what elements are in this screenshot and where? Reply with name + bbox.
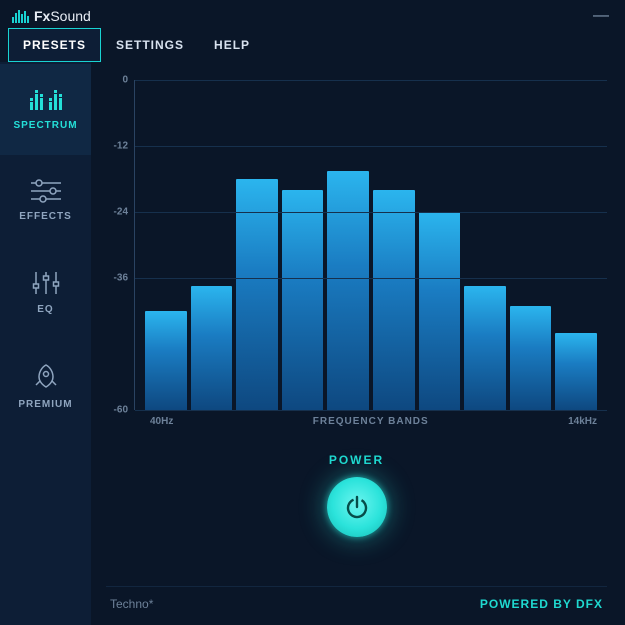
rocket-icon: [32, 363, 60, 391]
y-tick: -12: [114, 141, 128, 152]
power-section: POWER: [106, 453, 607, 537]
minimize-button[interactable]: —: [593, 7, 613, 25]
footer: Techno* POWERED BY DFX: [106, 586, 607, 617]
x-axis: 40Hz FREQUENCY BANDS 14kHz: [106, 410, 607, 427]
powered-by: POWERED BY DFX: [480, 597, 603, 611]
y-tick: -60: [114, 405, 128, 416]
sidebar-label: PREMIUM: [18, 399, 72, 410]
sidebar-label: SPECTRUM: [13, 120, 77, 131]
sidebar-item-spectrum[interactable]: SPECTRUM: [0, 64, 91, 155]
spectrum-bar: [327, 171, 369, 410]
gridline: [135, 212, 607, 213]
app-window: FxSound — PRESETS SETTINGS HELP: [0, 0, 625, 625]
power-button[interactable]: [327, 477, 387, 537]
x-axis-right: 14kHz: [568, 416, 597, 427]
current-preset[interactable]: Techno*: [110, 597, 153, 611]
main-panel: 0 -12 -24 -36 -60 40Hz FREQUENCY BANDS 14kHz…: [92, 62, 625, 625]
power-label: POWER: [329, 453, 384, 467]
spectrum-bar: [419, 212, 461, 410]
spectrum-bar: [282, 190, 324, 410]
spectrum-bar: [145, 311, 187, 410]
y-tick: -24: [114, 207, 128, 218]
spectrum-bar: [510, 306, 552, 411]
spectrum-bar: [191, 286, 233, 410]
gridline: [135, 278, 607, 279]
app-logo: FxSound: [12, 8, 91, 24]
sidebar-item-premium[interactable]: PREMIUM: [0, 339, 91, 434]
spectrum-bar: [464, 286, 506, 410]
gridline: [135, 410, 607, 411]
logo-bars-icon: [12, 9, 30, 23]
chart-bars: [145, 80, 597, 410]
app-name-prefix: Fx: [34, 8, 50, 24]
gridline: [135, 146, 607, 147]
sidebar-label: EFFECTS: [19, 211, 72, 222]
app-name-suffix: Sound: [50, 8, 90, 24]
sliders-icon: [31, 179, 61, 203]
chart-plot: [134, 80, 607, 410]
x-axis-left: 40Hz: [150, 416, 173, 427]
app-name: FxSound: [34, 8, 91, 24]
sidebar: SPECTRUM EFFECTS: [0, 62, 92, 625]
y-tick: -36: [114, 273, 128, 284]
eq-icon: [31, 270, 61, 296]
spectrum-bar: [373, 190, 415, 410]
sidebar-item-effects[interactable]: EFFECTS: [0, 155, 91, 246]
sidebar-label: EQ: [37, 304, 53, 315]
y-axis: 0-12-24-36-60: [106, 80, 134, 410]
spectrum-chart: 0-12-24-36-60: [106, 80, 607, 410]
top-tabs: PRESETS SETTINGS HELP: [0, 28, 625, 62]
y-tick: 0: [122, 75, 128, 86]
sidebar-item-eq[interactable]: EQ: [0, 246, 91, 339]
gridline: [135, 80, 607, 81]
titlebar: FxSound —: [0, 0, 625, 28]
tab-help[interactable]: HELP: [199, 28, 265, 62]
power-icon: [342, 492, 372, 522]
spectrum-icon: [29, 88, 63, 112]
tab-presets[interactable]: PRESETS: [8, 28, 101, 62]
x-axis-center: FREQUENCY BANDS: [313, 416, 429, 427]
spectrum-bar: [555, 333, 597, 410]
body: SPECTRUM EFFECTS: [0, 62, 625, 625]
tab-settings[interactable]: SETTINGS: [101, 28, 199, 62]
spectrum-bar: [236, 179, 278, 410]
